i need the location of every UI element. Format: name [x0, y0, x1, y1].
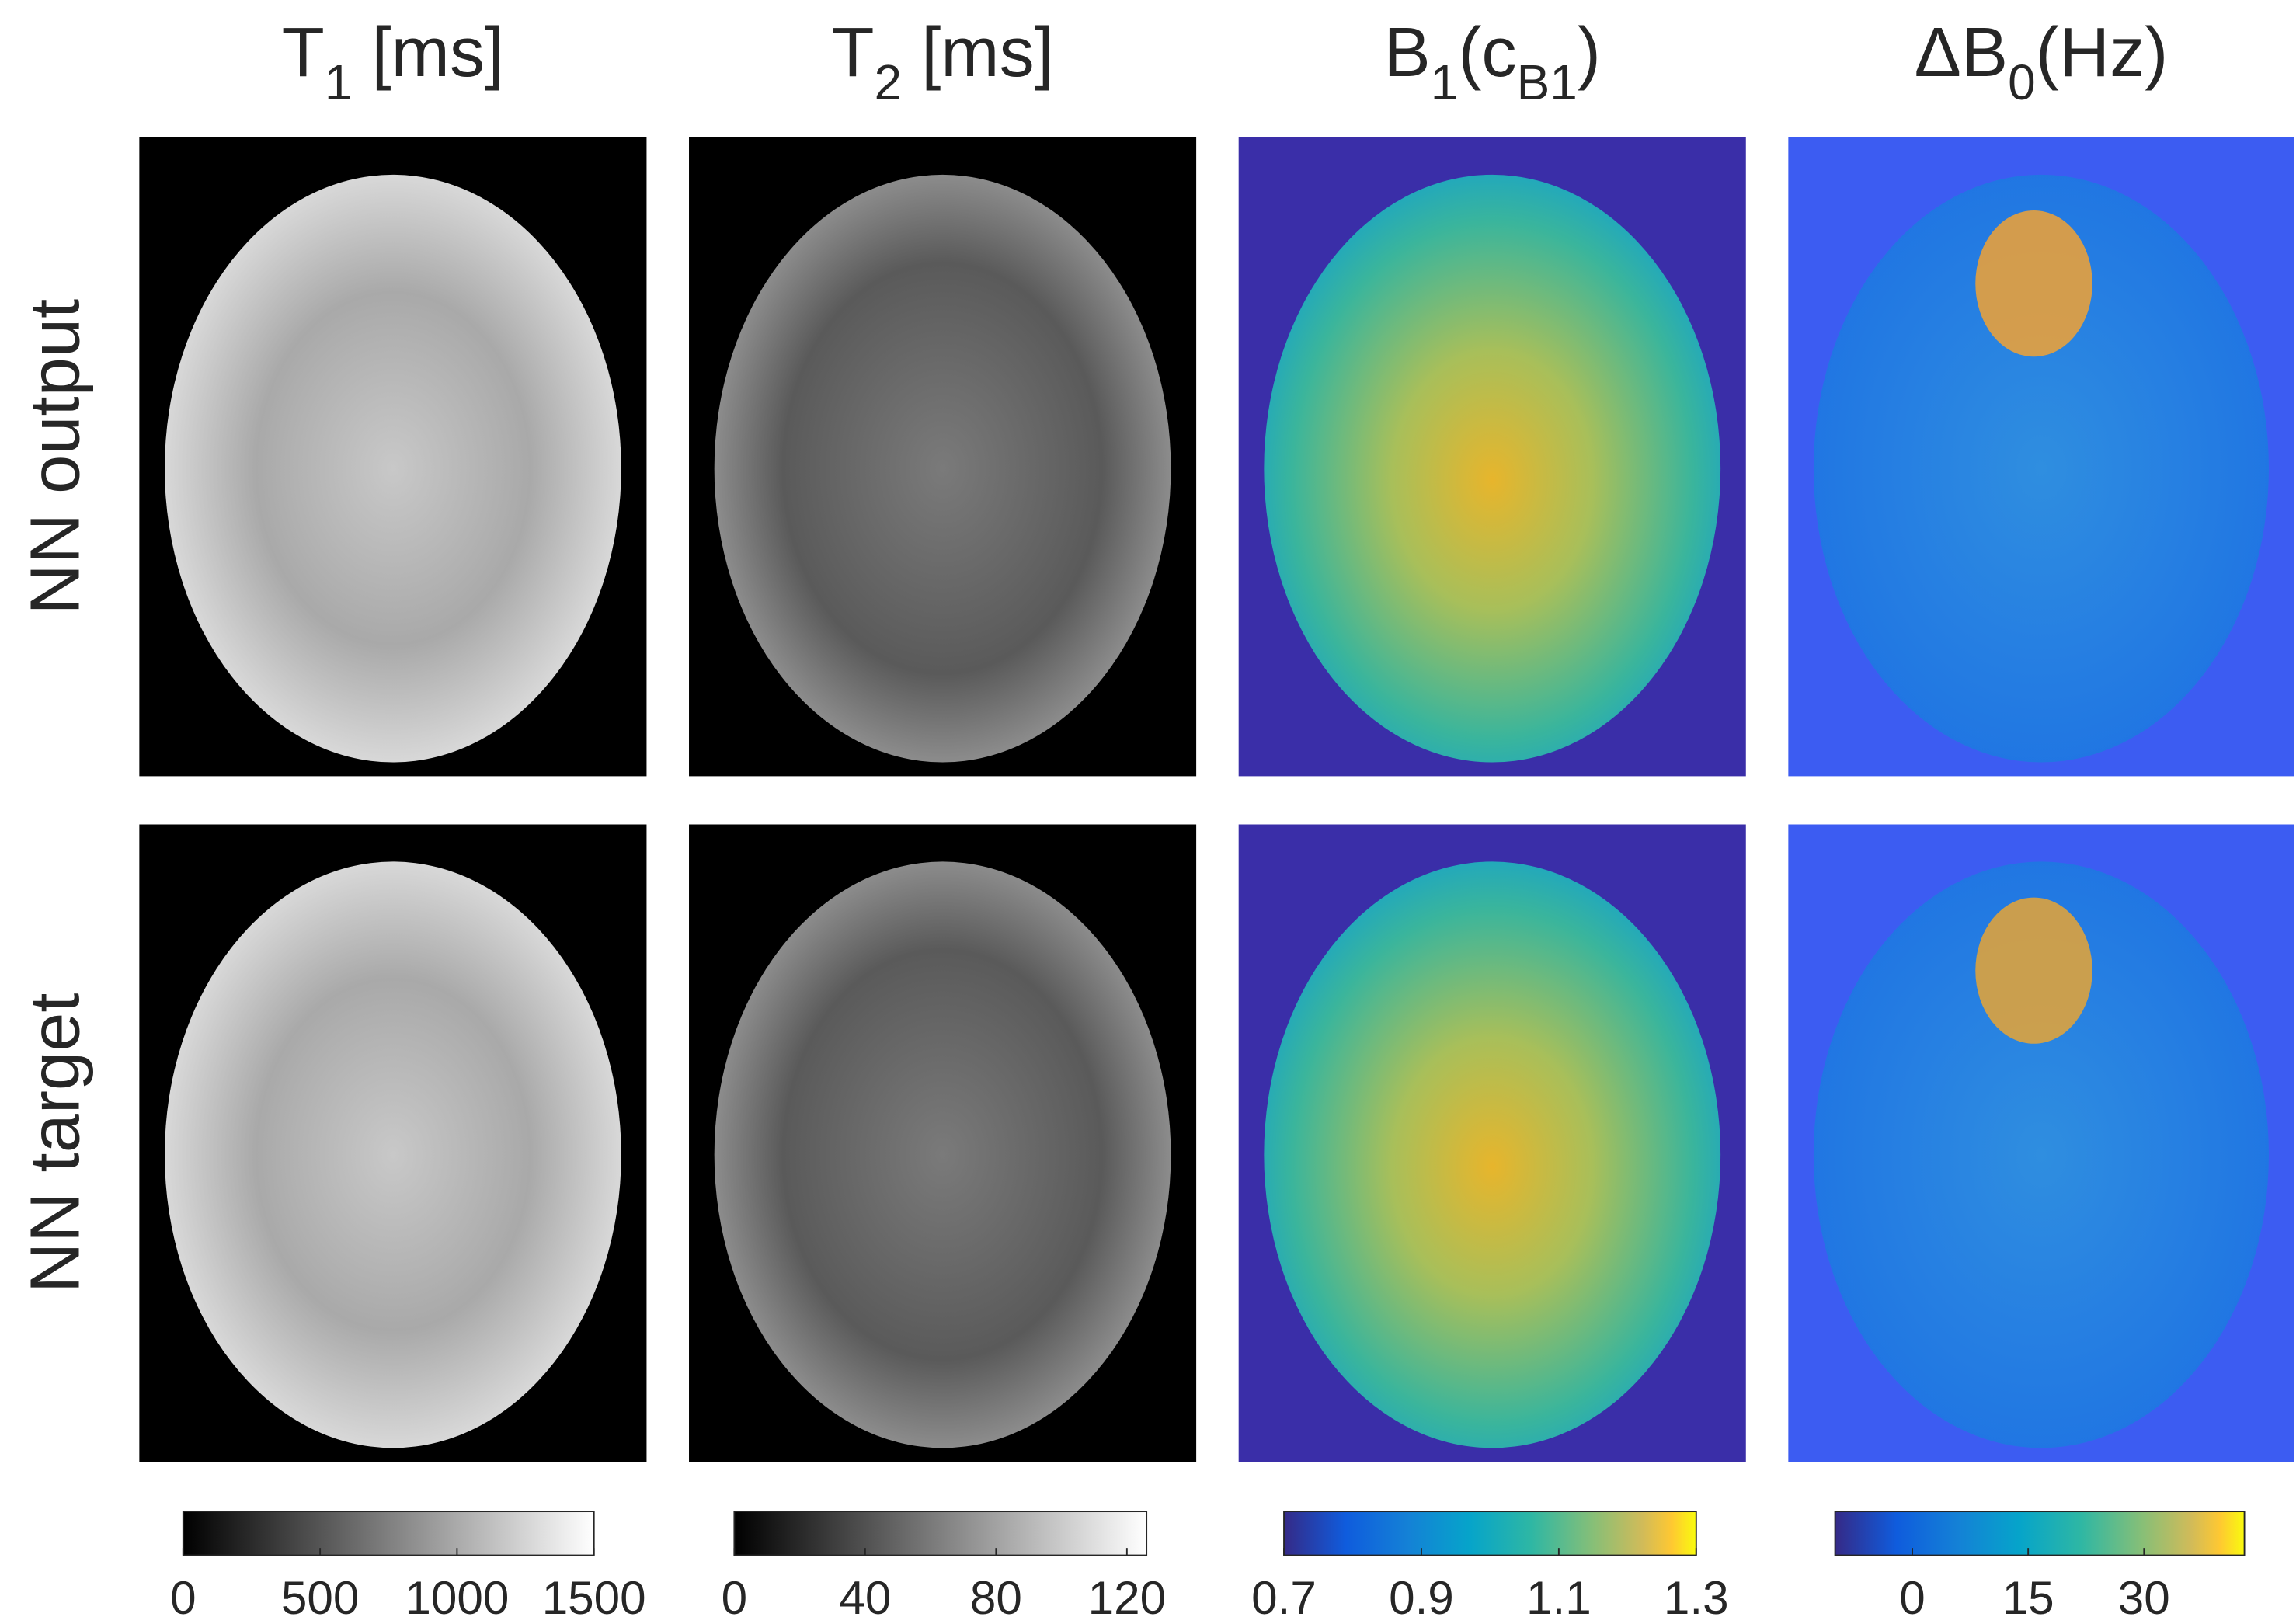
brain-map: [1813, 174, 2269, 763]
colorbar-tick-label: 0.9: [1389, 1571, 1454, 1624]
row-label: NN output: [16, 299, 95, 615]
brain-map: [714, 174, 1171, 763]
colorbar-tick-label: 0: [170, 1571, 197, 1624]
title-part: 1: [1431, 54, 1459, 110]
panel-title: ΔB0(Hz): [1915, 13, 2169, 110]
panel-title: B1(cB1): [1384, 13, 1601, 110]
colorbar-tick-label: 80: [970, 1571, 1022, 1624]
field-hotspot: [1975, 897, 2092, 1044]
title-part: 1: [325, 54, 353, 110]
title-part: ΔB: [1915, 13, 2009, 92]
title-part: T: [282, 13, 325, 92]
colorbar: [182, 1511, 595, 1556]
colorbar-tick-label: 120: [1088, 1571, 1166, 1624]
colorbar-tick-label: 500: [281, 1571, 359, 1624]
brain-map: [165, 174, 621, 763]
brain-map: [1813, 861, 2269, 1448]
title-part: T: [831, 13, 874, 92]
colorbar-tick-label: 1.3: [1664, 1571, 1729, 1624]
panel-title: T2 [ms]: [831, 13, 1053, 110]
colorbar-tick-label: 1500: [542, 1571, 646, 1624]
row-label: NN target: [16, 993, 95, 1294]
colorbar-tick-label: 0: [1899, 1571, 1926, 1624]
colorbar-tick-label: 1.1: [1526, 1571, 1592, 1624]
title-part: (c: [1458, 13, 1516, 92]
title-part: [ms]: [902, 13, 1054, 92]
colorbar-tick-label: 15: [2002, 1571, 2054, 1624]
colorbar-tick-label: 0.7: [1251, 1571, 1317, 1624]
colorbar: [1283, 1511, 1697, 1556]
brain-map: [714, 861, 1171, 1448]
colorbar-tick-label: 40: [839, 1571, 891, 1624]
title-part: B: [1384, 13, 1431, 92]
panel-title: T1 [ms]: [282, 13, 504, 110]
colorbar-tick-label: 0: [722, 1571, 748, 1624]
brain-map: [1264, 174, 1721, 763]
title-part: ): [1578, 13, 1601, 92]
brain-map: [165, 861, 621, 1448]
title-part: (Hz): [2036, 13, 2169, 92]
colorbar: [733, 1511, 1148, 1556]
title-part: [ms]: [352, 13, 504, 92]
colorbar-tick-label: 1000: [405, 1571, 509, 1624]
brain-map: [1264, 861, 1721, 1448]
colorbar: [1834, 1511, 2246, 1556]
title-part: 2: [875, 54, 903, 110]
field-hotspot: [1975, 210, 2092, 357]
colorbar-tick-label: 30: [2118, 1571, 2170, 1624]
title-part: B1: [1517, 54, 1578, 110]
title-part: 0: [2008, 54, 2036, 110]
